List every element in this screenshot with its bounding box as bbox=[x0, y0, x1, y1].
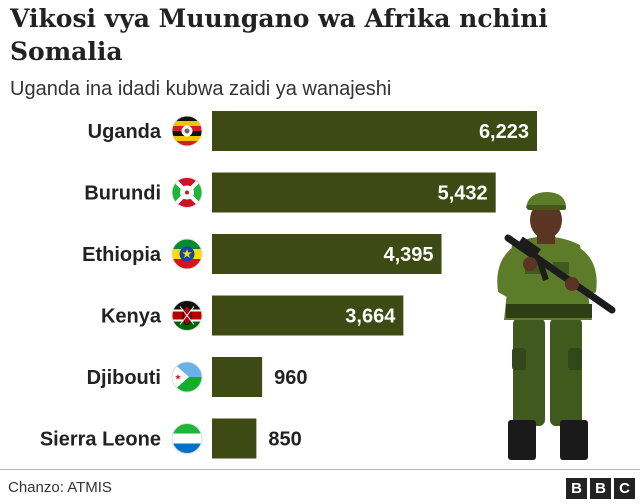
sierra-leone-flag-icon bbox=[171, 423, 203, 454]
value-label: 4,395 bbox=[383, 244, 433, 266]
bbc-logo-letter: C bbox=[614, 478, 635, 499]
chart-title: Vikosi vya Muungano wa Afrika nchini Som… bbox=[10, 4, 548, 66]
value-label: 6,223 bbox=[479, 121, 529, 143]
bbc-logo-letter: B bbox=[566, 478, 587, 499]
category-label: Uganda bbox=[88, 121, 162, 143]
category-label: Ethiopia bbox=[82, 244, 162, 266]
kenya-flag-icon bbox=[171, 300, 203, 331]
burundi-flag-icon bbox=[171, 177, 203, 208]
category-label: Kenya bbox=[101, 306, 162, 328]
djibouti-flag-icon bbox=[171, 361, 203, 393]
bar bbox=[212, 418, 257, 459]
category-label: Sierra Leone bbox=[40, 429, 161, 451]
value-label: 3,664 bbox=[345, 306, 396, 328]
value-label: 850 bbox=[268, 429, 301, 451]
value-label: 960 bbox=[274, 367, 307, 389]
value-label: 5,432 bbox=[438, 183, 488, 205]
bar bbox=[212, 295, 404, 336]
category-label: Burundi bbox=[84, 183, 161, 205]
bar bbox=[212, 172, 496, 213]
ethiopia-flag-icon bbox=[171, 238, 203, 270]
bar bbox=[212, 234, 442, 274]
uganda-flag-icon bbox=[171, 115, 203, 147]
bar bbox=[212, 111, 537, 151]
bbc-logo-letter: B bbox=[590, 478, 611, 499]
bar-chart: Uganda 6,223 Burundi 5,432 Ethiopia 4,395 Keny… bbox=[40, 111, 616, 460]
chart-subtitle: Uganda ina idadi kubwa zaidi ya wanajesh… bbox=[10, 78, 392, 100]
bbc-logo: B B C bbox=[566, 478, 635, 499]
soldier-illustration bbox=[497, 192, 616, 460]
source-note: Chanzo: ATMIS bbox=[8, 479, 112, 496]
footer-divider bbox=[0, 469, 640, 470]
category-label: Djibouti bbox=[87, 367, 161, 389]
bar bbox=[212, 357, 263, 397]
